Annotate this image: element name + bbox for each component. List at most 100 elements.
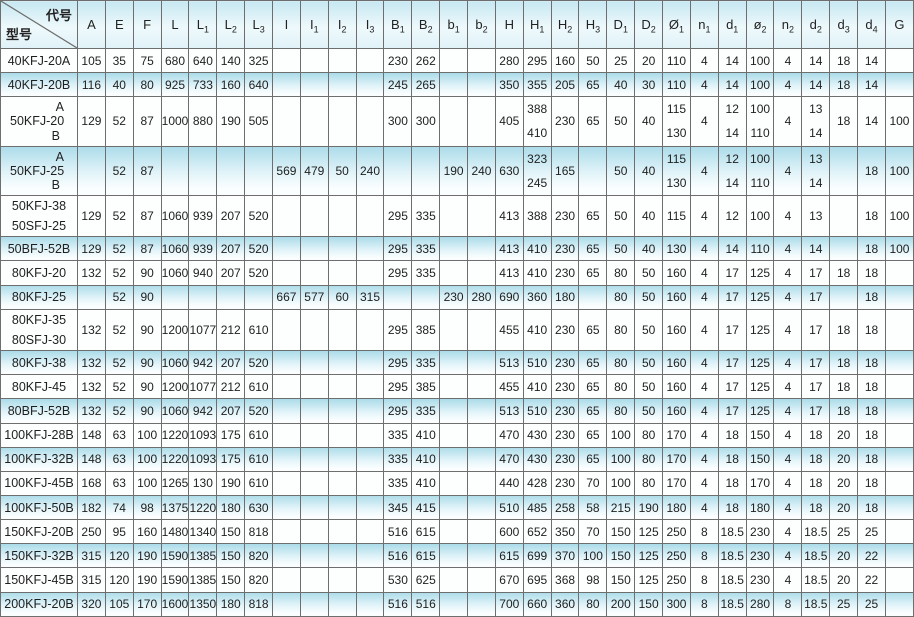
value-cell (467, 47, 496, 74)
value-cell: 80 (606, 398, 636, 424)
value-cell: 4 (773, 543, 803, 569)
value-cell: 90 (132, 398, 162, 424)
value-cell (299, 260, 329, 286)
column-header: b1 (439, 0, 469, 49)
value-cell: 4 (773, 72, 803, 98)
value-cell: 125 (745, 260, 775, 286)
value-cell (411, 145, 441, 197)
value-cell: 4 (689, 446, 719, 472)
value-cell: 30 (634, 72, 664, 98)
value: 388 (527, 102, 548, 117)
value-cell: 170 (132, 591, 162, 617)
value-cell: 182 (77, 494, 106, 521)
value-cell: 180 (550, 284, 580, 310)
table-row: 80KFJ-38 132 52 90 1060 942 207 520 295 335 513 510… (0, 350, 914, 376)
model-label: 80KFJ-20 (11, 266, 67, 281)
model-cell: 150KFJ-32B (0, 543, 78, 569)
value-cell: 295 (383, 350, 413, 376)
value-cell: 180 (662, 494, 691, 521)
model-label: 100KFJ-45B (4, 476, 74, 491)
value-cell: 80 (634, 422, 664, 448)
value-cell: 168 (77, 470, 106, 496)
value-cell: 455 (494, 308, 524, 352)
value-cell: 125 (634, 543, 664, 569)
value-cell: 690 (494, 284, 524, 310)
value-cell (327, 446, 357, 472)
value-cell: 1077 (188, 308, 218, 352)
value-cell: 207 (216, 236, 246, 262)
value-cell: 105 (77, 47, 106, 74)
model-label: 100KFJ-28B (4, 428, 74, 443)
value-cell: 190 (439, 145, 469, 197)
value-cell (327, 236, 357, 262)
value-cell: 65 (578, 236, 608, 262)
column-header: H2 (550, 0, 580, 49)
value-cell (467, 96, 496, 147)
value-cell: 20 (829, 494, 859, 521)
value-cell: 18 (857, 494, 886, 521)
value-cell (355, 236, 385, 262)
value-cell (327, 47, 357, 74)
value-cell: 170 (662, 446, 691, 472)
value-cell (244, 284, 274, 310)
column-header-subscript: 1 (399, 24, 405, 35)
column-header-label: b (447, 17, 455, 32)
column-header-subscript: 2 (341, 24, 347, 35)
model-cell: 100KFJ-32B (0, 446, 78, 472)
value-cell: 130 (662, 236, 691, 262)
value-cell: 90 (132, 284, 162, 310)
value-cell (439, 567, 469, 593)
model-cell: 50KFJ-20 A B (0, 96, 78, 147)
column-header-label: G (894, 17, 905, 32)
value-cell: 50 (634, 308, 664, 352)
value-cell: 40 (634, 194, 664, 238)
value-cell: 160 (662, 260, 691, 286)
value-cell (439, 47, 469, 74)
value-cell: 413 (494, 260, 524, 286)
value: 115 (666, 151, 687, 166)
model-cell: 100KFJ-28B (0, 422, 78, 448)
column-header: L2 (216, 0, 246, 49)
value-cell: 40 (606, 72, 636, 98)
column-header-label: H (504, 17, 515, 32)
value-cell: 470 (494, 422, 524, 448)
value-cell: 80 (634, 470, 664, 496)
value-cell: 516 (383, 519, 413, 545)
value-cell: 360 (522, 284, 552, 310)
value-cell: 4 (689, 398, 719, 424)
value-cell: 100 (578, 543, 608, 569)
table-row: 80KFJ-45 132 52 90 1200 1077 212 610 295 385 455 41… (0, 374, 914, 400)
value-cell: 190 (216, 96, 246, 147)
value-cell: 190 (132, 567, 162, 593)
value-cell (299, 422, 329, 448)
value-cell: 610 (244, 446, 274, 472)
value-cell: 230 (745, 543, 775, 569)
value-cell (299, 543, 329, 569)
model-label: 150KFJ-45B (4, 573, 74, 588)
value-cell (77, 284, 106, 310)
value-cell: 1480 (160, 519, 190, 545)
value-cell: 577 (299, 284, 329, 310)
value-cell: 18.5 (801, 519, 831, 545)
value-cell: 125 (745, 398, 775, 424)
value-cell: 80 (606, 260, 636, 286)
value-cell: 4 (773, 47, 803, 74)
value-cell (299, 398, 329, 424)
column-header-subscript: 1 (454, 24, 460, 35)
value: 323 (527, 151, 548, 166)
value-cell: 14 (801, 47, 831, 74)
value-cell (467, 446, 496, 472)
value-cell: 415 (411, 494, 441, 521)
value-cell (299, 350, 329, 376)
value-cell: 207 (216, 350, 246, 376)
value-cell (884, 308, 914, 352)
value-cell: 110 (745, 236, 775, 262)
column-header-subscript: 2 (427, 24, 433, 35)
value-cell: 4 (773, 398, 803, 424)
value-cell (299, 236, 329, 262)
value-cell: 818 (244, 519, 274, 545)
column-header-label: E (114, 17, 124, 32)
column-header: H3 (578, 0, 608, 49)
value-cell: 405 (494, 96, 524, 147)
